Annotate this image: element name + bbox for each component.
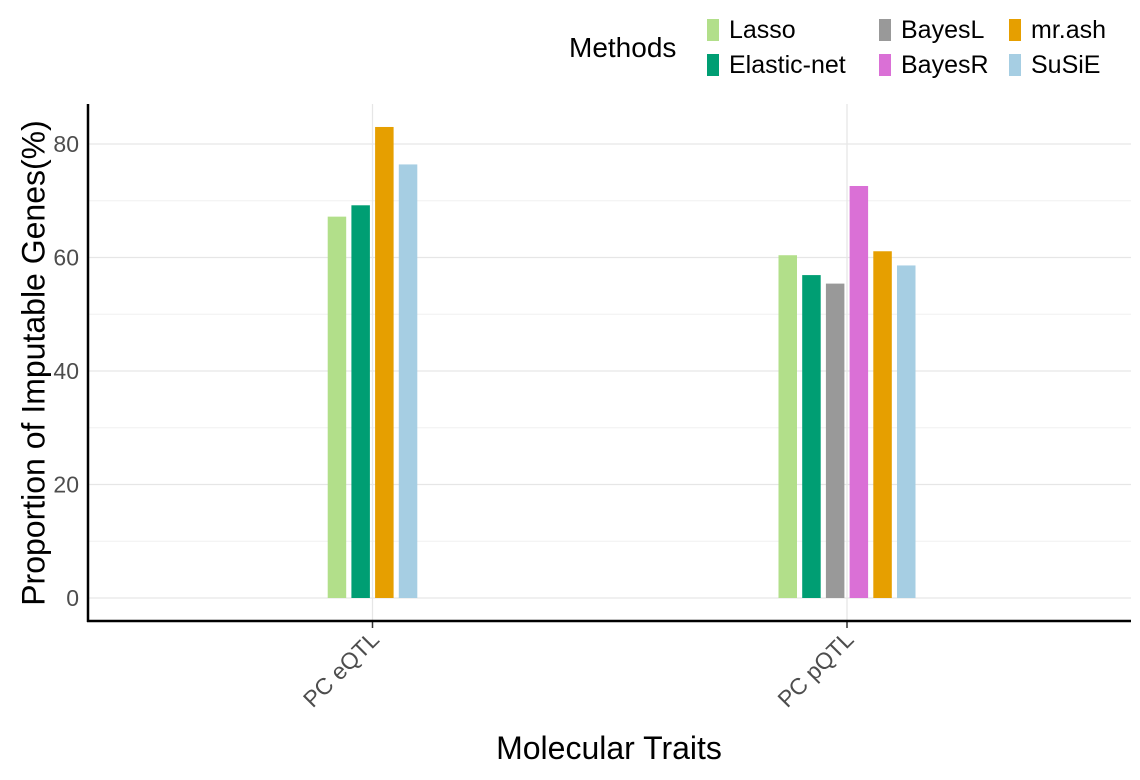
grid-major xyxy=(88,104,1131,621)
grid-minor xyxy=(88,200,1131,542)
legend: Methods Lasso Elastic-net BayesL BayesR mr.a… xyxy=(0,0,1140,90)
legend-label: Elastic-net xyxy=(729,50,846,79)
bar-lasso-1 xyxy=(778,255,797,599)
y-tick-label: 80 xyxy=(53,131,79,157)
y-tick-label: 0 xyxy=(66,585,79,611)
legend-label: mr.ash xyxy=(1031,15,1107,44)
legend-swatch xyxy=(707,19,719,41)
y-axis-ticks: 0 20 40 60 80 xyxy=(53,131,79,611)
bar-elastic-net-0 xyxy=(351,205,370,599)
x-tick-label: PC pQTL xyxy=(772,626,858,712)
legend-swatch xyxy=(879,54,891,76)
legend-label: BayesR xyxy=(901,50,989,79)
x-axis-title: Molecular Traits xyxy=(496,730,722,766)
y-tick-label: 20 xyxy=(53,472,79,498)
bar-susie-1 xyxy=(897,265,916,598)
legend-item-susie: SuSiE xyxy=(1009,51,1100,79)
bar-elastic-net-1 xyxy=(802,275,821,598)
legend-item-bayesr: BayesR xyxy=(879,51,989,79)
bar-bayesl-1 xyxy=(825,283,845,598)
y-tick-label: 40 xyxy=(53,358,79,384)
legend-label: SuSiE xyxy=(1031,50,1101,79)
bar-mr-ash-1 xyxy=(873,251,892,598)
bar-bayesr-1 xyxy=(849,185,869,598)
y-axis-title: Proportion of Imputable Genes(%) xyxy=(15,120,52,606)
legend-swatch xyxy=(879,19,891,41)
x-tick-label: PC eQTL xyxy=(298,626,384,712)
legend-label: BayesL xyxy=(901,15,985,44)
legend-item-mr-ash: mr.ash xyxy=(1009,16,1106,44)
y-tick-label: 60 xyxy=(53,245,79,271)
bar-mr-ash-0 xyxy=(375,126,394,598)
bars xyxy=(327,126,916,599)
legend-label: Lasso xyxy=(729,15,796,44)
legend-swatch xyxy=(1009,54,1021,76)
legend-title: Methods xyxy=(569,32,677,63)
legend-item-bayesl: BayesL xyxy=(879,16,984,44)
legend-swatch xyxy=(1009,19,1021,41)
bar-lasso-0 xyxy=(327,216,347,598)
legend-swatch xyxy=(707,54,719,76)
legend-item-elastic-net: Elastic-net xyxy=(707,51,846,79)
legend-item-lasso: Lasso xyxy=(707,16,796,44)
x-axis-ticks: PC eQTL PC pQTL xyxy=(298,621,859,712)
bar-susie-0 xyxy=(398,164,418,598)
